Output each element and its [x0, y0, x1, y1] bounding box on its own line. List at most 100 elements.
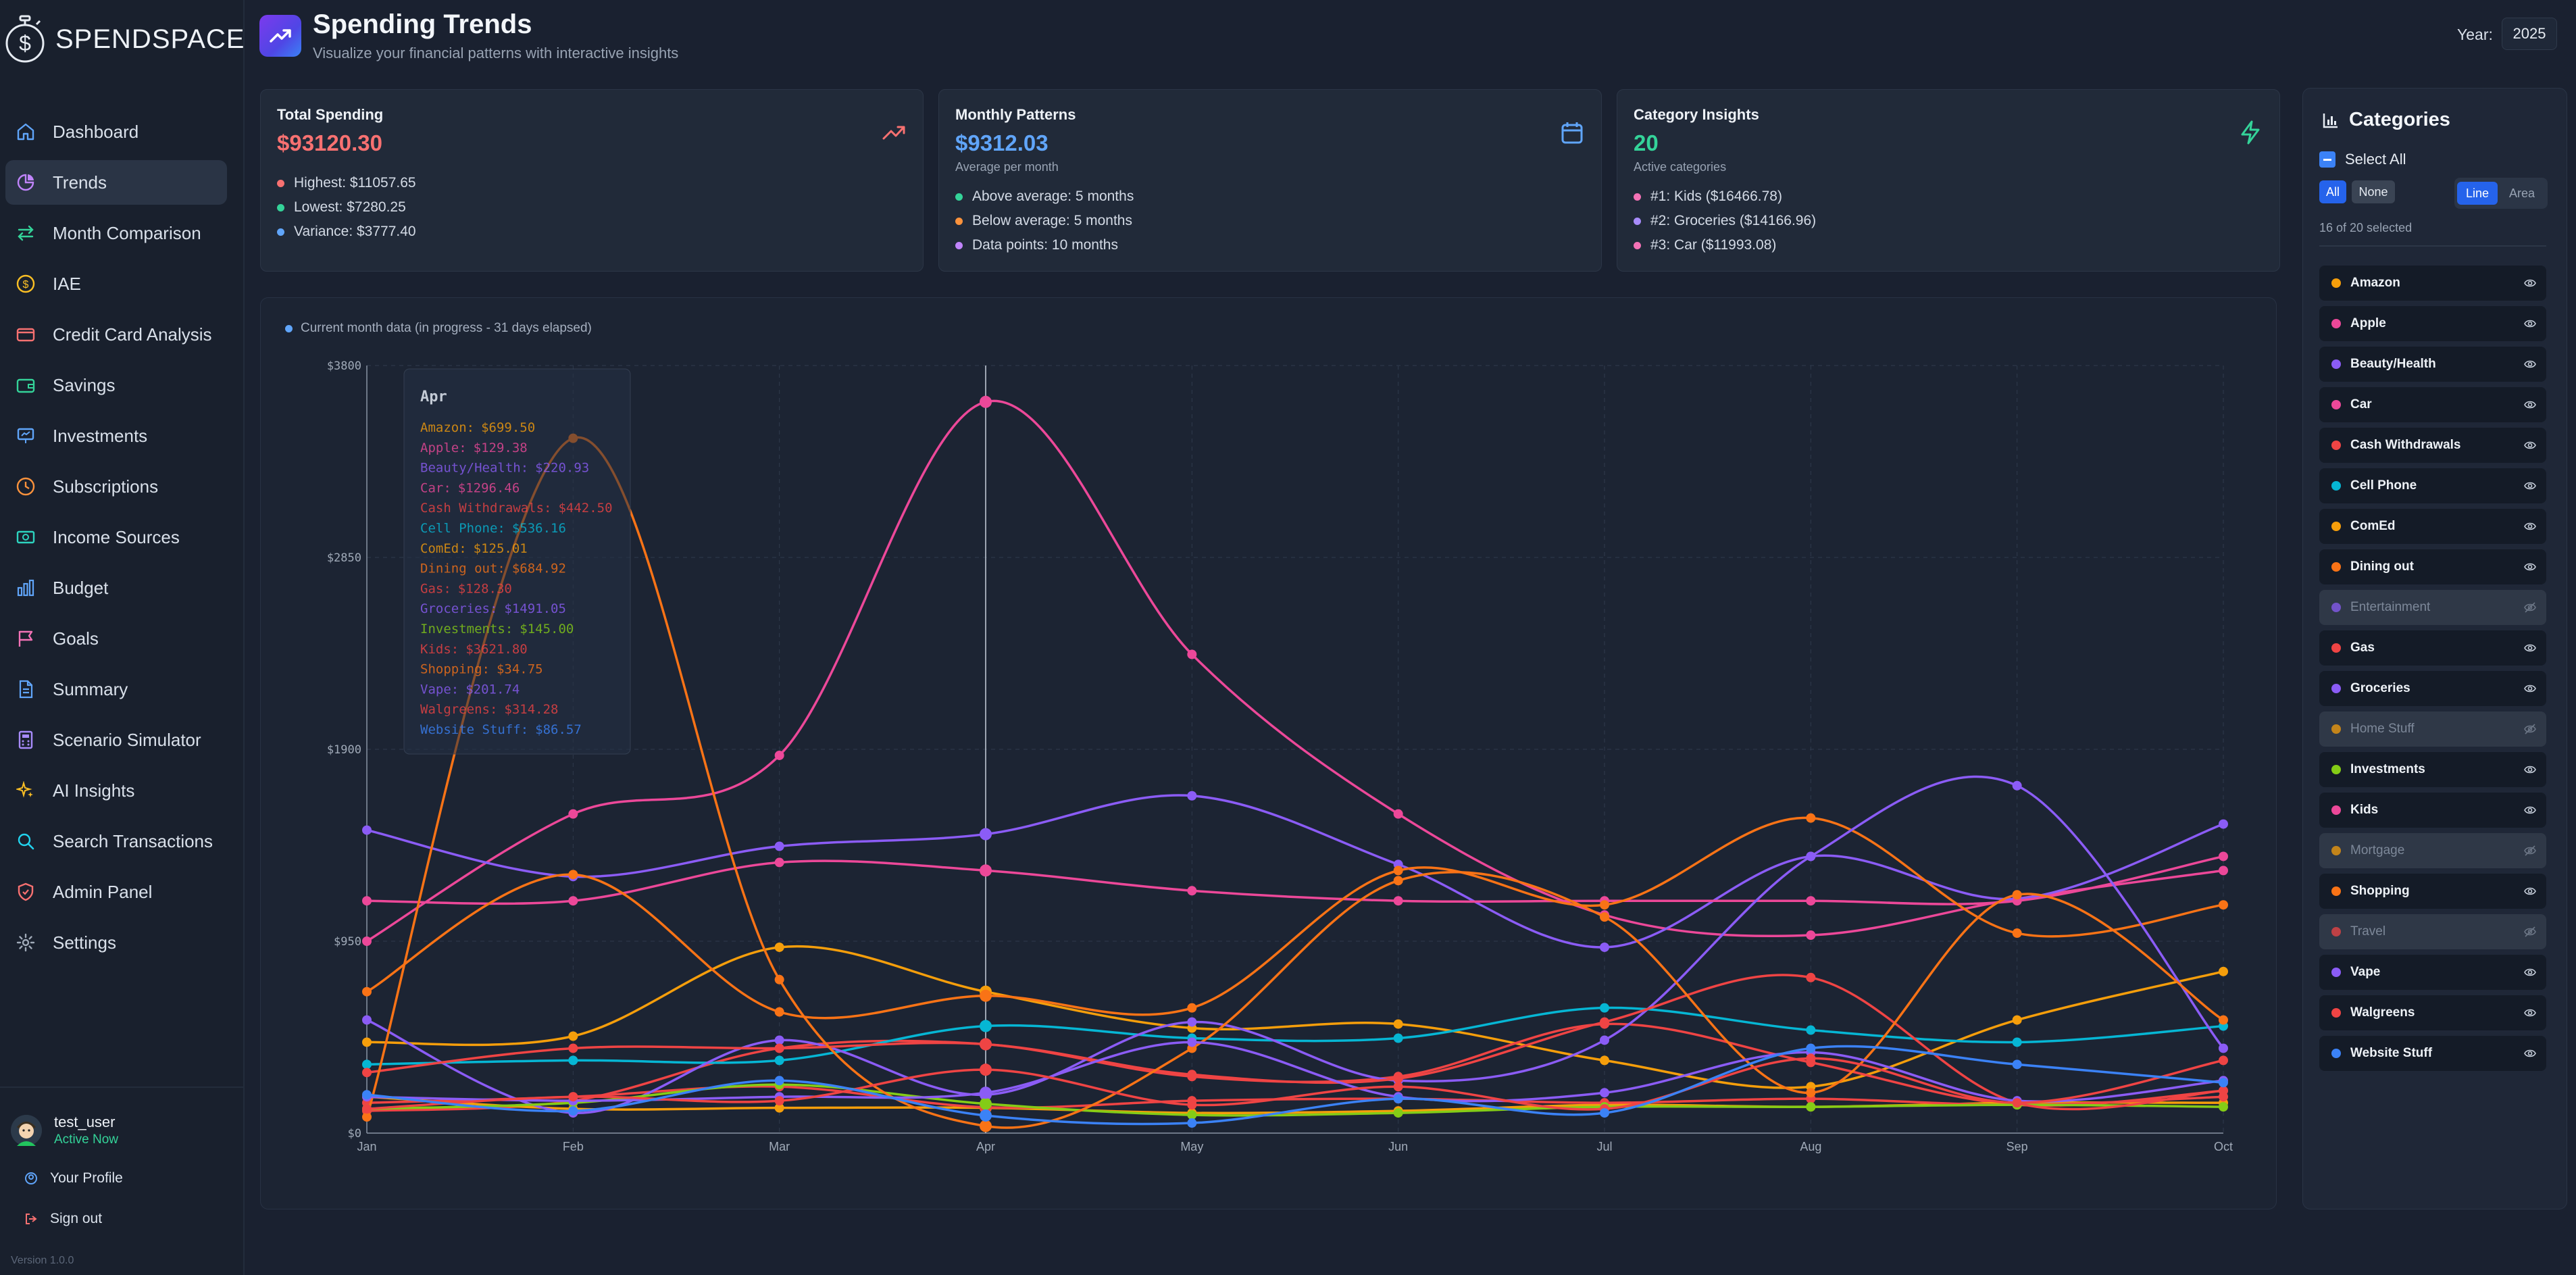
sidebar-item-credit-card-analysis[interactable]: Credit Card Analysis — [5, 312, 227, 357]
data-point-shopping[interactable] — [2012, 890, 2022, 900]
data-point-car[interactable] — [1187, 886, 1197, 896]
category-toggle-car[interactable]: Car — [2319, 387, 2546, 422]
spending-trends-chart[interactable]: $0 $950 $1900 $2850 $3800 Jan Feb Mar Apr May Jun J… — [261, 298, 2276, 1209]
data-point-shopping[interactable] — [980, 1120, 992, 1132]
sign-out-link[interactable]: Sign out — [24, 1211, 102, 1227]
eye-icon[interactable] — [2523, 276, 2537, 290]
data-point-apple[interactable] — [1393, 809, 1403, 819]
your-profile-link[interactable]: Your Profile — [24, 1170, 123, 1186]
data-point-apple[interactable] — [980, 395, 992, 408]
data-point-shopping[interactable] — [362, 1112, 372, 1122]
eye-icon[interactable] — [2523, 1047, 2537, 1060]
data-point-groceries[interactable] — [2012, 780, 2022, 791]
category-toggle-beauty-health[interactable]: Beauty/Health — [2319, 347, 2546, 382]
avatar[interactable] — [11, 1115, 42, 1146]
data-point-beauty-health[interactable] — [980, 828, 992, 841]
category-toggle-dining-out[interactable]: Dining out — [2319, 549, 2546, 584]
year-select[interactable]: 2025 — [2502, 18, 2557, 50]
data-point-car[interactable] — [774, 857, 784, 868]
data-point-investments[interactable] — [2219, 1102, 2228, 1112]
eye-icon[interactable] — [2523, 884, 2537, 898]
data-point-kids[interactable] — [362, 1068, 372, 1078]
sidebar-item-goals[interactable]: Goals — [5, 616, 227, 661]
category-toggle-amazon[interactable]: Amazon — [2319, 266, 2546, 301]
sidebar-item-subscriptions[interactable]: Subscriptions — [5, 464, 227, 509]
eye-icon[interactable] — [2523, 1006, 2537, 1020]
data-point-dining-out[interactable] — [2219, 900, 2228, 910]
data-point-beauty-health[interactable] — [1187, 791, 1197, 801]
select-none-button[interactable]: None — [2352, 180, 2395, 203]
data-point-groceries[interactable] — [2219, 1043, 2228, 1053]
category-toggle-walgreens[interactable]: Walgreens — [2319, 995, 2546, 1030]
eye-icon[interactable] — [2523, 560, 2537, 574]
select-all-checkbox[interactable]: Select All — [2319, 151, 2406, 168]
data-point-website-stuff[interactable] — [1187, 1118, 1197, 1128]
data-point-shopping[interactable] — [1600, 912, 1609, 922]
category-toggle-entertainment[interactable]: Entertainment — [2319, 590, 2546, 625]
data-point-car[interactable] — [568, 896, 578, 906]
sidebar-item-dashboard[interactable]: Dashboard — [5, 109, 227, 154]
data-point-apple[interactable] — [774, 750, 784, 760]
data-point-amazon[interactable] — [1600, 1055, 1609, 1066]
category-toggle-shopping[interactable]: Shopping — [2319, 874, 2546, 909]
data-point-amazon[interactable] — [2219, 966, 2228, 976]
data-point-walgreens[interactable] — [1187, 1100, 1197, 1110]
data-point-amazon[interactable] — [2012, 1015, 2022, 1025]
data-point-walgreens[interactable] — [2012, 1098, 2022, 1108]
sidebar-item-investments[interactable]: Investments — [5, 414, 227, 458]
data-point-investments[interactable] — [980, 1097, 992, 1110]
data-point-amazon[interactable] — [1393, 1019, 1403, 1029]
eye-icon[interactable] — [2523, 317, 2537, 330]
category-toggle-apple[interactable]: Apple — [2319, 306, 2546, 341]
eye-icon[interactable] — [2523, 682, 2537, 695]
data-point-kids[interactable] — [1806, 972, 1816, 982]
data-point-kids[interactable] — [1393, 1074, 1403, 1084]
category-toggle-kids[interactable]: Kids — [2319, 793, 2546, 828]
data-point-dining-out[interactable] — [1393, 866, 1403, 876]
data-point-groceries[interactable] — [362, 1015, 372, 1025]
sidebar-item-budget[interactable]: Budget — [5, 566, 227, 610]
data-point-vape[interactable] — [1187, 1037, 1197, 1047]
data-point-car[interactable] — [980, 864, 992, 877]
data-point-dining-out[interactable] — [362, 986, 372, 997]
data-point-amazon[interactable] — [568, 1031, 578, 1041]
sidebar-item-search-transactions[interactable]: Search Transactions — [5, 819, 227, 864]
sidebar-item-iae[interactable]: $ IAE — [5, 261, 227, 306]
data-point-comed[interactable] — [774, 1103, 784, 1113]
data-point-beauty-health[interactable] — [2219, 819, 2228, 829]
data-point-cell-phone[interactable] — [1393, 1033, 1403, 1043]
data-point-kids[interactable] — [2219, 1086, 2228, 1096]
eye-icon[interactable] — [2523, 763, 2537, 776]
data-point-groceries[interactable] — [774, 1035, 784, 1045]
data-point-website-stuff[interactable] — [2012, 1059, 2022, 1070]
data-point-kids[interactable] — [980, 1038, 992, 1051]
data-point-shopping[interactable] — [2219, 1015, 2228, 1025]
data-point-website-stuff[interactable] — [1600, 1108, 1609, 1118]
data-point-cell-phone[interactable] — [362, 1059, 372, 1070]
data-point-kids[interactable] — [774, 1043, 784, 1053]
data-point-beauty-health[interactable] — [774, 841, 784, 851]
data-point-website-stuff[interactable] — [774, 1076, 784, 1086]
data-point-dining-out[interactable] — [774, 1007, 784, 1017]
data-point-walgreens[interactable] — [1393, 1082, 1403, 1092]
data-point-walgreens[interactable] — [568, 1092, 578, 1102]
eye-icon[interactable] — [2523, 357, 2537, 371]
data-point-dining-out[interactable] — [568, 870, 578, 880]
data-point-shopping[interactable] — [1806, 1088, 1816, 1098]
eye-off-icon[interactable] — [2523, 722, 2537, 736]
eye-icon[interactable] — [2523, 398, 2537, 411]
data-point-investments[interactable] — [1187, 1110, 1197, 1120]
data-point-website-stuff[interactable] — [2219, 1078, 2228, 1088]
eye-off-icon[interactable] — [2523, 844, 2537, 857]
data-point-website-stuff[interactable] — [1806, 1043, 1816, 1053]
data-point-car[interactable] — [362, 896, 372, 906]
data-point-dining-out[interactable] — [1600, 900, 1609, 910]
data-point-car[interactable] — [1393, 896, 1403, 906]
data-point-website-stuff[interactable] — [1393, 1094, 1403, 1104]
line-mode-button[interactable]: Line — [2457, 182, 2498, 205]
data-point-cell-phone[interactable] — [1600, 1003, 1609, 1013]
data-point-website-stuff[interactable] — [362, 1090, 372, 1100]
data-point-groceries[interactable] — [1600, 1035, 1609, 1045]
eye-icon[interactable] — [2523, 439, 2537, 452]
data-point-apple[interactable] — [362, 936, 372, 946]
